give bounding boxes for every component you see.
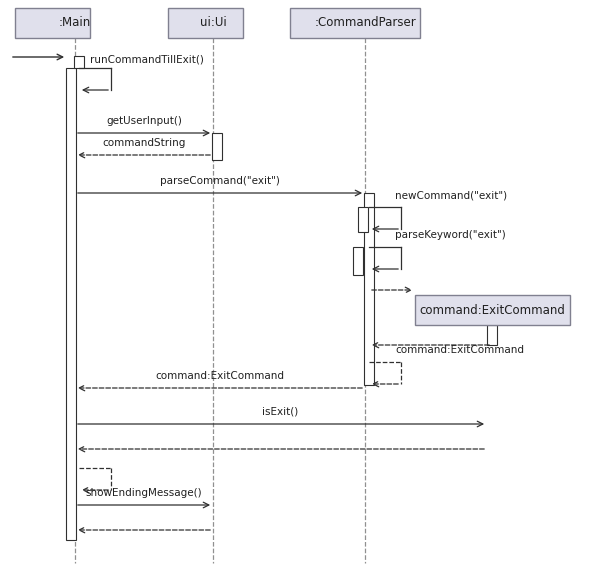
Bar	[66, 68, 76, 540]
Bar	[212, 133, 222, 160]
Text: parseKeyword("exit"): parseKeyword("exit")	[395, 230, 506, 240]
Text: commandString: commandString	[103, 138, 186, 148]
Bar	[358, 207, 368, 232]
Text: showEndingMessage(): showEndingMessage()	[85, 488, 202, 498]
Text: runCommandTillExit(): runCommandTillExit()	[90, 55, 204, 65]
Text: isExit(): isExit()	[262, 407, 298, 417]
Text: ui:Ui: ui:Ui	[200, 16, 227, 30]
Bar	[353, 247, 363, 275]
Bar	[415, 295, 570, 325]
Bar	[168, 8, 243, 38]
Text: newCommand("exit"): newCommand("exit")	[395, 190, 507, 200]
Text: :Main: :Main	[59, 16, 91, 30]
Bar	[74, 56, 84, 68]
Text: getUserInput(): getUserInput()	[106, 116, 182, 126]
Bar	[15, 8, 90, 38]
Text: command:ExitCommand: command:ExitCommand	[155, 371, 285, 381]
Text: command:ExitCommand: command:ExitCommand	[395, 345, 524, 355]
Text: command:ExitCommand: command:ExitCommand	[420, 304, 566, 317]
Bar	[487, 325, 497, 345]
Bar	[290, 8, 420, 38]
Text: :CommandParser: :CommandParser	[314, 16, 416, 30]
Bar	[364, 193, 374, 385]
Text: parseCommand("exit"): parseCommand("exit")	[160, 176, 280, 186]
